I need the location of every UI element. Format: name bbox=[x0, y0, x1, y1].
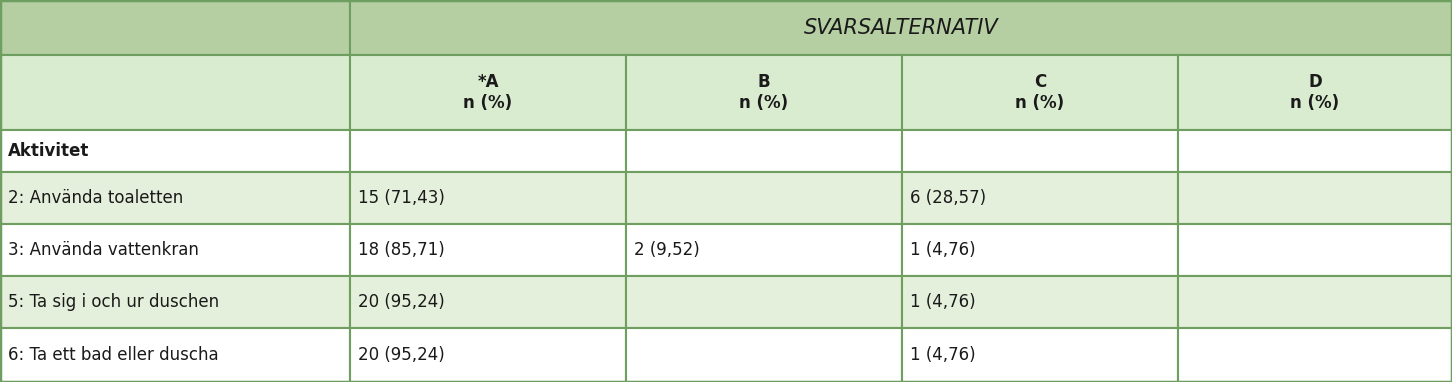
Bar bbox=[0, 328, 350, 382]
Bar bbox=[1178, 172, 1452, 224]
Bar bbox=[626, 130, 902, 172]
Text: Aktivitet: Aktivitet bbox=[9, 142, 90, 160]
Bar bbox=[1178, 55, 1452, 130]
Text: SVARSALTERNATIV: SVARSALTERNATIV bbox=[804, 18, 999, 37]
Bar bbox=[626, 55, 902, 130]
Bar bbox=[626, 328, 902, 382]
Text: C
n (%): C n (%) bbox=[1015, 73, 1064, 112]
Bar bbox=[0, 0, 350, 55]
Bar bbox=[1178, 130, 1452, 172]
Bar bbox=[902, 55, 1178, 130]
Bar bbox=[350, 172, 626, 224]
Text: 6 (28,57): 6 (28,57) bbox=[910, 189, 986, 207]
Bar bbox=[0, 224, 350, 276]
Text: 2: Använda toaletten: 2: Använda toaletten bbox=[9, 189, 183, 207]
Text: *A
n (%): *A n (%) bbox=[463, 73, 513, 112]
Bar bbox=[902, 172, 1178, 224]
Bar bbox=[902, 130, 1178, 172]
Text: 18 (85,71): 18 (85,71) bbox=[359, 241, 444, 259]
Text: 1 (4,76): 1 (4,76) bbox=[910, 293, 976, 311]
Bar bbox=[350, 328, 626, 382]
Text: 1 (4,76): 1 (4,76) bbox=[910, 241, 976, 259]
Text: 6: Ta ett bad eller duscha: 6: Ta ett bad eller duscha bbox=[9, 346, 219, 364]
Text: 3: Använda vattenkran: 3: Använda vattenkran bbox=[9, 241, 199, 259]
Bar bbox=[350, 130, 626, 172]
Bar bbox=[350, 276, 626, 328]
Bar bbox=[1178, 224, 1452, 276]
Text: 5: Ta sig i och ur duschen: 5: Ta sig i och ur duschen bbox=[9, 293, 219, 311]
Text: B
n (%): B n (%) bbox=[739, 73, 788, 112]
Bar bbox=[0, 172, 350, 224]
Text: 20 (95,24): 20 (95,24) bbox=[359, 293, 444, 311]
Bar bbox=[350, 55, 626, 130]
Bar bbox=[902, 224, 1178, 276]
Bar bbox=[902, 276, 1178, 328]
Bar bbox=[350, 0, 1452, 55]
Text: D
n (%): D n (%) bbox=[1291, 73, 1340, 112]
Bar bbox=[0, 130, 350, 172]
Bar bbox=[0, 276, 350, 328]
Text: 2 (9,52): 2 (9,52) bbox=[635, 241, 700, 259]
Bar bbox=[902, 328, 1178, 382]
Text: 1 (4,76): 1 (4,76) bbox=[910, 346, 976, 364]
Bar bbox=[0, 55, 350, 130]
Bar bbox=[626, 224, 902, 276]
Bar bbox=[1178, 276, 1452, 328]
Bar bbox=[626, 172, 902, 224]
Text: 15 (71,43): 15 (71,43) bbox=[359, 189, 444, 207]
Text: 20 (95,24): 20 (95,24) bbox=[359, 346, 444, 364]
Bar bbox=[350, 224, 626, 276]
Bar bbox=[1178, 328, 1452, 382]
Bar bbox=[626, 276, 902, 328]
